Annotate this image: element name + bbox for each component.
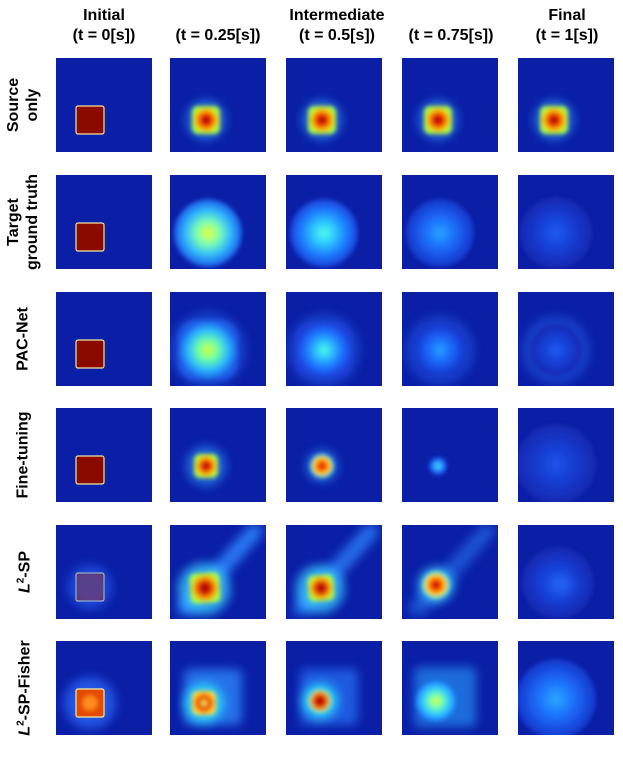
heatmap-tile-pac-net-t025 [170, 292, 266, 386]
row-label-line2: ground truth [24, 174, 41, 270]
heatmap-tile-target-ground-truth-t05 [286, 175, 382, 269]
column-header-final: Final (t = 1[s]) [512, 6, 622, 46]
column-header-line2: (t = 1[s]) [535, 27, 599, 44]
heatmap-tile-l2-sp-t0 [56, 525, 152, 619]
heatmap-tile-source-only-t0 [56, 58, 152, 152]
heatmap-tile-source-only-t1 [518, 58, 614, 152]
heatmap-tile-fine-tuning-t05 [286, 408, 382, 502]
heatmap-tile-fine-tuning-t075 [402, 408, 498, 502]
row-label-pac-net: PAC-Net [0, 292, 46, 386]
column-header-line2: (t = 0.75[s]) [408, 27, 494, 44]
heatmap-tile-l2-sp-t1 [518, 525, 614, 619]
row-label-fine-tuning: Fine-tuning [0, 408, 46, 502]
row-label-source-only: Source only [0, 58, 46, 152]
column-header-line2: (t = 0.25[s]) [175, 27, 261, 44]
row-label-line1: Fine-tuning [14, 411, 32, 499]
row-label-target-ground-truth: Target ground truth [0, 174, 46, 270]
heatmap-tile-l2-sp-fisher-t05 [286, 641, 382, 735]
row-label-line1: Source [5, 77, 22, 133]
heatmap-tile-l2-sp-t025 [170, 525, 266, 619]
heatmap-tile-l2-sp-t05 [286, 525, 382, 619]
heatmap-tile-target-ground-truth-t1 [518, 175, 614, 269]
heatmap-tile-pac-net-t1 [518, 292, 614, 386]
heatmap-tile-l2-sp-t075 [402, 525, 498, 619]
heatmap-tile-fine-tuning-t025 [170, 408, 266, 502]
row-label-l2-sp-fisher: L2-SP-Fisher [0, 640, 46, 735]
row-label-line1: PAC-Net [14, 307, 32, 371]
heatmap-tile-l2-sp-fisher-t1 [518, 641, 614, 735]
column-header-line1: Initial [83, 7, 125, 24]
heatmap-tile-pac-net-t075 [402, 292, 498, 386]
row-label-italic: L [16, 583, 34, 594]
column-header-line1: Final [548, 7, 586, 24]
column-header-t075: (t = 0.75[s]) [396, 6, 506, 46]
column-header-line1: Intermediate [289, 7, 385, 24]
heatmap-tile-target-ground-truth-t075 [402, 175, 498, 269]
row-label-sup: 2 [15, 720, 27, 726]
heatmap-tile-target-ground-truth-t0 [56, 175, 152, 269]
column-header-line1 [163, 6, 273, 26]
heatmap-tile-source-only-t075 [402, 58, 498, 152]
row-label-line2: only [24, 88, 41, 122]
column-header-initial: Initial (t = 0[s]) [49, 6, 159, 46]
heatmap-tile-l2-sp-fisher-t0 [56, 641, 152, 735]
heatmap-tile-pac-net-t05 [286, 292, 382, 386]
row-label-rest: -SP-Fisher [16, 640, 34, 721]
heatmap-tile-target-ground-truth-t025 [170, 175, 266, 269]
column-header-line2: (t = 0[s]) [72, 27, 136, 44]
row-label-rest: -SP [16, 551, 34, 578]
row-label-line1: L2-SP-Fisher [11, 628, 34, 748]
heatmap-tile-l2-sp-fisher-t025 [170, 641, 266, 735]
column-header-intermediate: Intermediate (t = 0.5[s]) [277, 6, 397, 46]
heatmap-tile-fine-tuning-t1 [518, 408, 614, 502]
heatmap-tile-source-only-t025 [170, 58, 266, 152]
column-header-line1 [396, 6, 506, 26]
heatmap-tile-fine-tuning-t0 [56, 408, 152, 502]
column-header-line2: (t = 0.5[s]) [298, 27, 375, 44]
row-label-line1: Target [5, 198, 22, 246]
heatmap-tile-source-only-t05 [286, 58, 382, 152]
heatmap-tile-l2-sp-fisher-t075 [402, 641, 498, 735]
row-label-italic: L [16, 725, 34, 736]
row-label-sup: 2 [15, 577, 27, 584]
row-label-line1: L2-SP [11, 512, 34, 632]
row-label-l2-sp: L2-SP [0, 525, 46, 619]
column-header-t025: (t = 0.25[s]) [163, 6, 273, 46]
heatmap-tile-pac-net-t0 [56, 292, 152, 386]
